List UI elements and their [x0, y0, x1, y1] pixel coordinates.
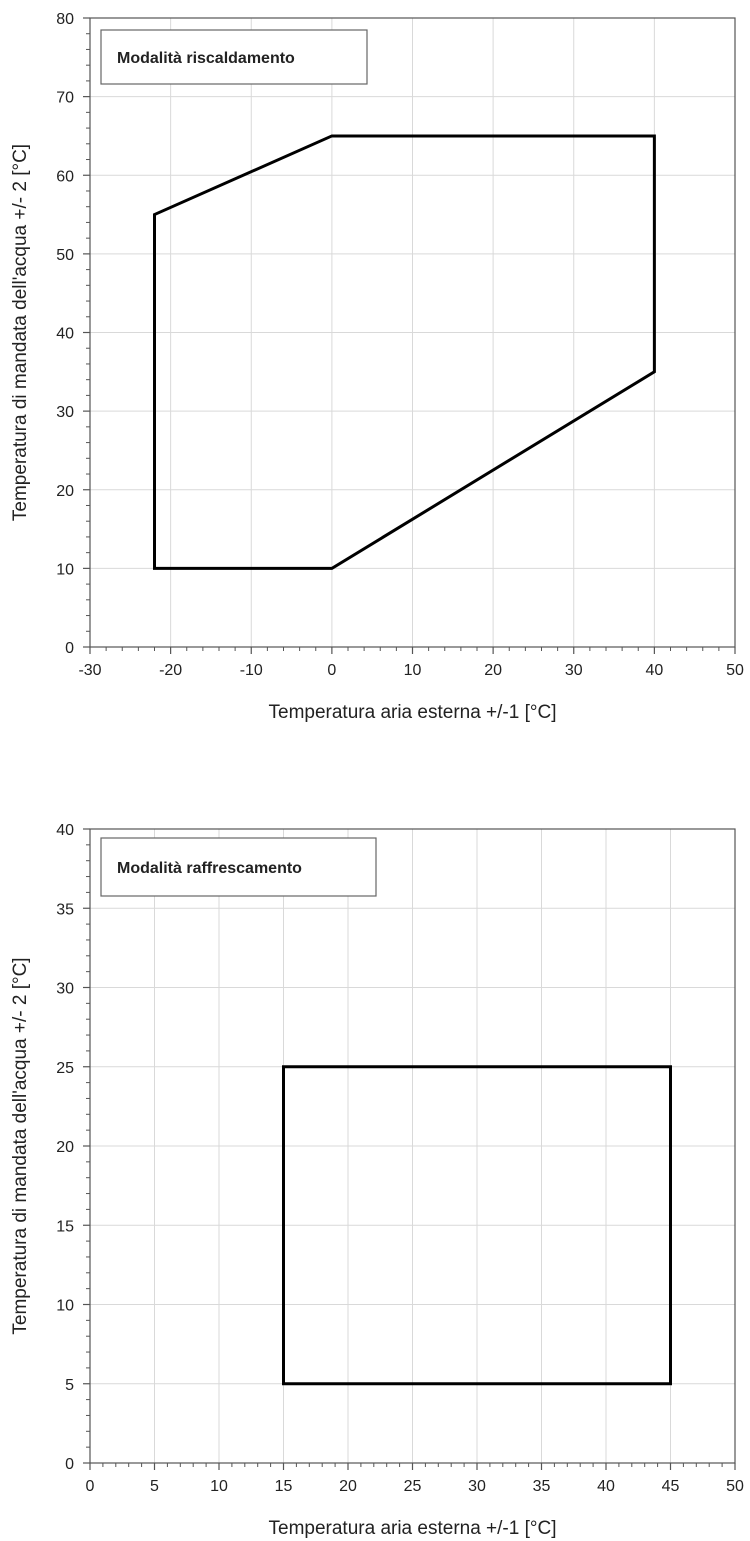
x-tick-label: 0 — [86, 1478, 95, 1495]
x-tick-label: 40 — [597, 1478, 615, 1495]
y-tick-label: 40 — [56, 326, 74, 343]
chart-2: 0 5 10 15 20 25 30 35 40 45 50 0 5 10 15 20 25 30 35 40 Temp… — [10, 822, 744, 1539]
operating-envelope-line — [282, 1065, 672, 1386]
x-tick-label: 40 — [645, 662, 663, 679]
y-tick-label: 35 — [56, 901, 74, 918]
x-tick-label: 35 — [533, 1478, 551, 1495]
y-tick-label: 40 — [56, 822, 74, 839]
x-axis-title: Temperatura aria esterna +/-1 [°C] — [269, 1518, 557, 1539]
y-tick-label: 25 — [56, 1060, 74, 1077]
y-tick-label: 60 — [56, 168, 74, 185]
x-tick-label: 15 — [275, 1478, 293, 1495]
y-tick-label: 15 — [56, 1218, 74, 1235]
y-axis-title: Temperatura di mandata dell'acqua +/- 2 … — [10, 144, 31, 521]
x-tick-label: 5 — [150, 1478, 159, 1495]
x-tick-label: 20 — [484, 662, 502, 679]
x-tick-label: -20 — [159, 662, 182, 679]
chart-1: -30 -20 -10 0 10 20 30 40 50 0 10 20 30 40 50 60 70 80 Tem… — [10, 11, 744, 723]
x-axis-title: Temperatura aria esterna +/-1 [°C] — [269, 702, 557, 723]
y-tick-label: 20 — [56, 483, 74, 500]
x-tick-label: -10 — [240, 662, 263, 679]
y-tick-label: 30 — [56, 404, 74, 421]
x-tick-label: 10 — [404, 662, 422, 679]
y-tick-label: 50 — [56, 247, 74, 264]
x-tick-label: 50 — [726, 662, 744, 679]
y-tick-label: 0 — [65, 1456, 74, 1473]
y-tick-label: 30 — [56, 981, 74, 998]
x-tick-label: 10 — [210, 1478, 228, 1495]
mode-label-box — [100, 837, 377, 897]
y-tick-label: 70 — [56, 90, 74, 107]
mode-label: Modalità raffrescamento — [117, 860, 302, 877]
x-tick-label: 50 — [726, 1478, 744, 1495]
x-tick-label: 45 — [662, 1478, 680, 1495]
x-tick-label: 20 — [339, 1478, 357, 1495]
y-tick-label: 10 — [56, 1298, 74, 1315]
y-axis-title: Temperatura di mandata dell'acqua +/- 2 … — [10, 957, 31, 1334]
y-tick-label: 80 — [56, 11, 74, 28]
mode-label: Modalità riscaldamento — [117, 50, 295, 67]
y-tick-label: 10 — [56, 561, 74, 578]
operating-envelope-line — [153, 134, 656, 570]
y-tick-label: 5 — [65, 1377, 74, 1394]
x-tick-label: 0 — [327, 662, 336, 679]
y-tick-label: 0 — [65, 640, 74, 657]
mode-label-box — [100, 29, 368, 85]
x-tick-label: 25 — [404, 1478, 422, 1495]
x-tick-label: 30 — [565, 662, 583, 679]
x-tick-label: 30 — [468, 1478, 486, 1495]
y-tick-label: 20 — [56, 1139, 74, 1156]
x-tick-label: -30 — [78, 662, 101, 679]
